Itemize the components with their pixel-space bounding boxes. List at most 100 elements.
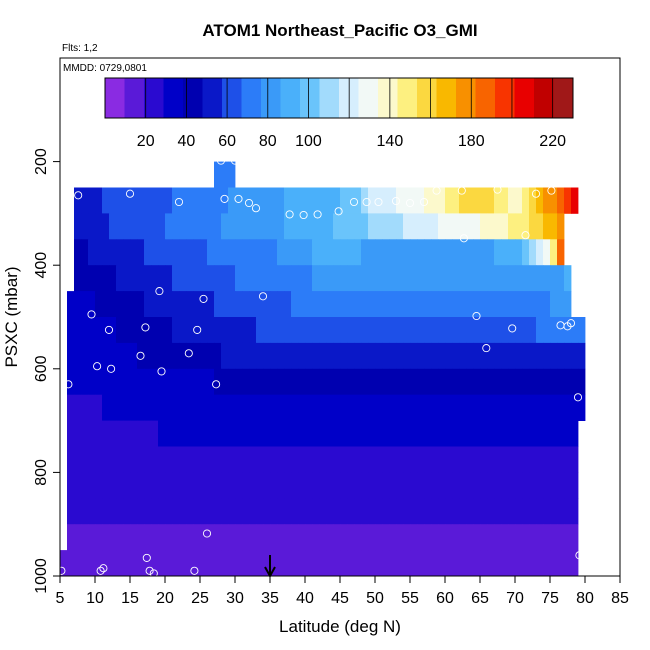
heatmap-cell xyxy=(508,187,516,214)
heatmap-cell xyxy=(109,368,117,396)
heatmap-cell xyxy=(564,187,572,214)
heatmap-cell xyxy=(305,342,313,370)
heatmap-cell xyxy=(81,420,89,447)
heatmap-cell xyxy=(172,446,180,473)
heatmap-cell xyxy=(116,342,124,370)
heatmap-cell xyxy=(361,265,369,292)
observation-point xyxy=(573,393,583,402)
heatmap-cell xyxy=(501,213,509,240)
heatmap-cell xyxy=(319,420,327,447)
heatmap-cell xyxy=(151,420,159,447)
heatmap-cell xyxy=(501,524,509,551)
heatmap-cell xyxy=(389,291,397,318)
heatmap-cell xyxy=(242,446,250,473)
heatmap-cell xyxy=(263,368,271,396)
heatmap-cell xyxy=(333,394,341,421)
heatmap-cell xyxy=(354,472,362,499)
heatmap-cell xyxy=(319,394,327,421)
heatmap-cell xyxy=(557,239,565,266)
heatmap-cell xyxy=(298,291,306,318)
heatmap-cell xyxy=(480,291,488,318)
heatmap-cell xyxy=(214,550,222,577)
heatmap-cell xyxy=(466,317,474,344)
observation-point xyxy=(167,166,177,175)
heatmap-cell xyxy=(543,498,551,525)
heatmap-cells xyxy=(60,161,586,577)
heatmap-cell xyxy=(382,291,390,318)
heatmap-cell xyxy=(123,291,131,318)
heatmap-cell xyxy=(354,291,362,318)
heatmap-cell xyxy=(172,394,180,421)
heatmap-cell xyxy=(95,368,103,396)
heatmap-cell xyxy=(396,498,404,525)
heatmap-cell xyxy=(242,394,250,421)
heatmap-cell xyxy=(165,498,173,525)
heatmap-cell xyxy=(347,265,355,292)
heatmap-cell xyxy=(550,265,558,292)
heatmap-cell xyxy=(228,472,236,499)
heatmap-cell xyxy=(165,524,173,551)
heatmap-cell xyxy=(88,342,96,370)
heatmap-cell xyxy=(382,420,390,447)
chart-title: ATOM1 Northeast_Pacific O3_GMI xyxy=(202,21,477,40)
y-tick-label: 800 xyxy=(33,459,50,486)
heatmap-cell xyxy=(550,291,558,318)
heatmap-cell xyxy=(466,472,474,499)
heatmap-cell xyxy=(102,420,110,447)
heatmap-cell xyxy=(214,498,222,525)
heatmap-cell xyxy=(263,446,271,473)
heatmap-cell xyxy=(270,291,278,318)
heatmap-cell xyxy=(214,187,222,214)
heatmap-cell xyxy=(564,472,572,499)
heatmap-cell xyxy=(214,213,222,240)
heatmap-cell xyxy=(312,187,320,214)
heatmap-cell xyxy=(571,472,579,499)
heatmap-cell xyxy=(550,317,558,344)
heatmap-cell xyxy=(207,342,215,370)
heatmap-cell xyxy=(333,420,341,447)
heatmap-cell xyxy=(550,342,558,370)
heatmap-cell xyxy=(235,394,243,421)
heatmap-cell xyxy=(81,498,89,525)
heatmap-cell xyxy=(431,446,439,473)
heatmap-cell xyxy=(431,213,439,240)
heatmap-cell xyxy=(165,213,173,240)
heatmap-cell xyxy=(109,472,117,499)
heatmap-cell xyxy=(305,187,313,214)
heatmap-cell xyxy=(137,498,145,525)
heatmap-cell xyxy=(522,187,530,214)
heatmap-cell xyxy=(515,394,523,421)
colorbar-swatch xyxy=(456,78,476,118)
heatmap-cell xyxy=(382,368,390,396)
heatmap-cell xyxy=(249,550,257,577)
observation-point xyxy=(74,191,83,200)
heatmap-cell xyxy=(228,342,236,370)
heatmap-cell xyxy=(186,550,194,577)
heatmap-cell xyxy=(368,524,376,551)
heatmap-cell xyxy=(228,213,236,240)
heatmap-cell xyxy=(354,550,362,577)
heatmap-cell xyxy=(298,524,306,551)
heatmap-cell xyxy=(242,291,250,318)
heatmap-cell xyxy=(326,394,334,421)
heatmap-cell xyxy=(88,239,96,266)
colorbar-swatch xyxy=(319,78,340,118)
heatmap-cell xyxy=(557,342,565,370)
heatmap-cell xyxy=(340,342,348,370)
heatmap-cell xyxy=(536,394,544,421)
heatmap-cell xyxy=(431,550,439,577)
heatmap-cell xyxy=(410,472,418,499)
heatmap-cell xyxy=(557,213,565,240)
heatmap-cell xyxy=(396,550,404,577)
heatmap-cell xyxy=(452,446,460,473)
heatmap-cell xyxy=(466,550,474,577)
heatmap-cell xyxy=(312,472,320,499)
x-tick-label: 5 xyxy=(56,590,65,607)
heatmap-cell xyxy=(88,265,96,292)
heatmap-cell xyxy=(438,524,446,551)
heatmap-cell xyxy=(571,550,579,577)
heatmap-cell xyxy=(130,446,138,473)
heatmap-cell xyxy=(480,550,488,577)
heatmap-cell xyxy=(438,394,446,421)
heatmap-cell xyxy=(417,420,425,447)
